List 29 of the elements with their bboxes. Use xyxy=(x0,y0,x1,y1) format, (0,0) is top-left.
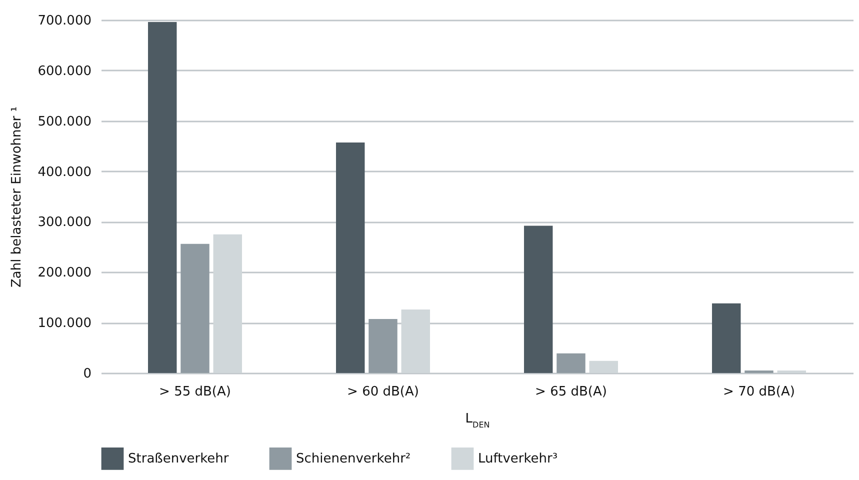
y-tick-label: 0 xyxy=(83,366,92,382)
legend-label: Straßenverkehr xyxy=(128,452,230,467)
legend-label: Schienenverkehr² xyxy=(296,452,411,467)
x-tick-label: > 65 dB(A) xyxy=(535,384,607,400)
bar xyxy=(401,309,430,373)
bar xyxy=(589,360,618,373)
x-tick-label: > 70 dB(A) xyxy=(723,384,795,400)
y-tick-label: 200.000 xyxy=(38,266,92,281)
bar xyxy=(556,353,586,373)
y-tick-label: 600.000 xyxy=(38,64,92,79)
y-tick-label: 100.000 xyxy=(38,316,92,332)
legend-label: Luftverkehr³ xyxy=(478,452,558,467)
bar xyxy=(180,244,210,373)
bar xyxy=(148,22,177,373)
x-tick-label: > 55 dB(A) xyxy=(159,384,231,400)
x-tick-label: > 60 dB(A) xyxy=(347,384,419,400)
bar xyxy=(712,303,741,373)
bar xyxy=(777,370,806,373)
bar xyxy=(368,319,398,373)
x-axis-title: L$_{DEN}$ xyxy=(465,412,490,429)
bar xyxy=(336,142,365,373)
y-axis-title: Zahl belasteter Einwohner ¹ xyxy=(10,106,25,288)
y-tick-label: 400.000 xyxy=(38,164,92,180)
bar xyxy=(744,370,774,373)
bar xyxy=(524,226,553,373)
y-tick-label: 700.000 xyxy=(38,14,92,28)
y-tick-label: 300.000 xyxy=(38,215,92,230)
y-tick-label: 500.000 xyxy=(38,114,92,130)
bar xyxy=(213,234,242,373)
